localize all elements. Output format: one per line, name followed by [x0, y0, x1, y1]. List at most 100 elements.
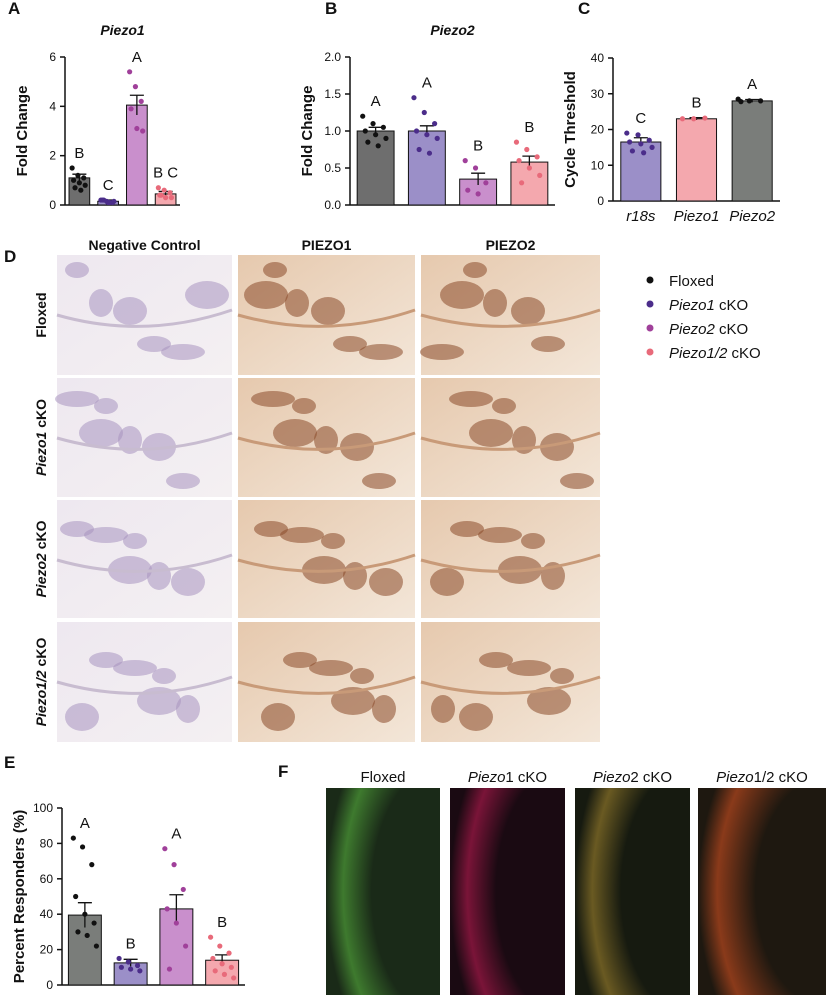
data-point	[162, 846, 168, 852]
data-point	[641, 150, 647, 156]
tissue-blob	[469, 419, 513, 447]
data-point	[483, 180, 489, 186]
data-point	[360, 113, 366, 119]
text-part: cKO	[727, 345, 760, 362]
tissue-blob	[89, 289, 113, 317]
y-tick-label: 20	[591, 123, 605, 137]
fluorescence-image	[450, 788, 565, 995]
data-point	[125, 959, 131, 965]
bar	[356, 130, 395, 206]
data-point	[646, 137, 652, 143]
tissue-blob	[440, 281, 484, 309]
data-point	[383, 135, 389, 141]
significance-letter: B	[691, 95, 701, 112]
legend-marker	[646, 348, 654, 356]
legend-label: Floxed	[669, 273, 714, 290]
tissue-blob	[161, 344, 205, 360]
tissue-blob	[251, 391, 295, 407]
y-axis-label: Fold Change	[14, 86, 31, 177]
tissue-blob	[507, 660, 551, 676]
y-tick-label: 0.0	[324, 198, 341, 212]
chart-title: Piezo1	[100, 22, 145, 38]
panel-label: A	[8, 0, 20, 18]
significance-letter: B	[524, 119, 534, 136]
row-label: Piezo1 cKO	[33, 399, 49, 476]
data-point	[624, 130, 630, 136]
data-point	[757, 98, 764, 104]
text-part: cKO	[33, 638, 49, 671]
tissue-blob	[280, 527, 324, 543]
tissue-blob	[449, 391, 493, 407]
column-header: Floxed	[360, 769, 405, 786]
tissue-edge	[237, 675, 416, 695]
significance-letter: B	[217, 914, 227, 931]
column-header: Piezo1 cKO	[468, 769, 547, 786]
bar	[126, 104, 148, 206]
y-tick-label: 1.0	[324, 124, 341, 138]
significance-letter: A	[422, 75, 432, 92]
significance-letter: A	[132, 49, 142, 66]
italic-part: Piezo2	[33, 553, 49, 598]
tissue-blob	[84, 527, 128, 543]
error-bar	[169, 894, 184, 924]
y-tick-label: 2	[49, 149, 56, 163]
y-tick-label: 2.0	[324, 50, 341, 64]
tissue-blob	[89, 652, 123, 668]
data-point	[472, 165, 479, 171]
y-axis-label: Percent Responders (%)	[11, 810, 28, 983]
tissue-blob	[333, 336, 367, 352]
data-point	[128, 106, 134, 112]
row-label: Piezo1/2 cKO	[33, 638, 49, 727]
data-point	[81, 175, 87, 181]
text-part: 1/2 cKO	[754, 769, 808, 786]
data-point	[465, 187, 471, 193]
legend-marker	[646, 300, 654, 308]
y-axis-label: Fold Change	[299, 86, 316, 177]
data-point	[138, 98, 144, 104]
tissue-blob	[331, 687, 375, 715]
fluorescence-image	[698, 788, 826, 995]
column-header: Piezo1/2 cKO	[716, 769, 808, 786]
tissue-edge	[420, 553, 601, 573]
tissue-edge	[56, 553, 233, 573]
tissue-blob	[431, 695, 455, 723]
data-point	[413, 128, 420, 134]
data-point	[134, 125, 140, 132]
italic-part: Piezo1	[33, 431, 49, 476]
panel-label: C	[578, 0, 590, 18]
data-point	[69, 165, 75, 171]
legend-marker	[646, 276, 654, 284]
tissue-blob	[314, 426, 338, 454]
histology-image	[421, 622, 600, 742]
tissue-blob	[459, 703, 493, 731]
significance-letter: C	[103, 177, 114, 194]
data-point	[424, 132, 430, 138]
y-tick-label: 60	[40, 872, 54, 886]
fluorescence-image	[326, 788, 440, 995]
bar	[675, 118, 718, 202]
data-point	[375, 143, 381, 149]
data-point	[746, 98, 752, 104]
data-point	[679, 116, 686, 122]
data-point	[516, 158, 522, 164]
data-point	[649, 144, 655, 150]
tissue-blob	[359, 344, 403, 360]
tissue-blob	[430, 568, 464, 596]
legend-label: Piezo1 cKO	[669, 297, 748, 314]
significance-letter: A	[747, 76, 757, 93]
histology-image	[57, 500, 232, 618]
tissue-edge	[420, 308, 601, 328]
data-point	[140, 128, 146, 134]
tissue-edge	[56, 675, 233, 695]
data-point	[411, 95, 417, 101]
tissue-blob	[273, 419, 317, 447]
data-point	[79, 844, 86, 850]
tissue-blob	[527, 687, 571, 715]
data-point	[702, 115, 708, 121]
data-point	[432, 121, 438, 127]
data-point	[462, 158, 468, 164]
tissue-blob	[261, 703, 295, 731]
legend-label: Piezo2 cKO	[669, 321, 748, 338]
tissue-blob	[311, 297, 345, 325]
tissue-edge	[237, 431, 416, 451]
